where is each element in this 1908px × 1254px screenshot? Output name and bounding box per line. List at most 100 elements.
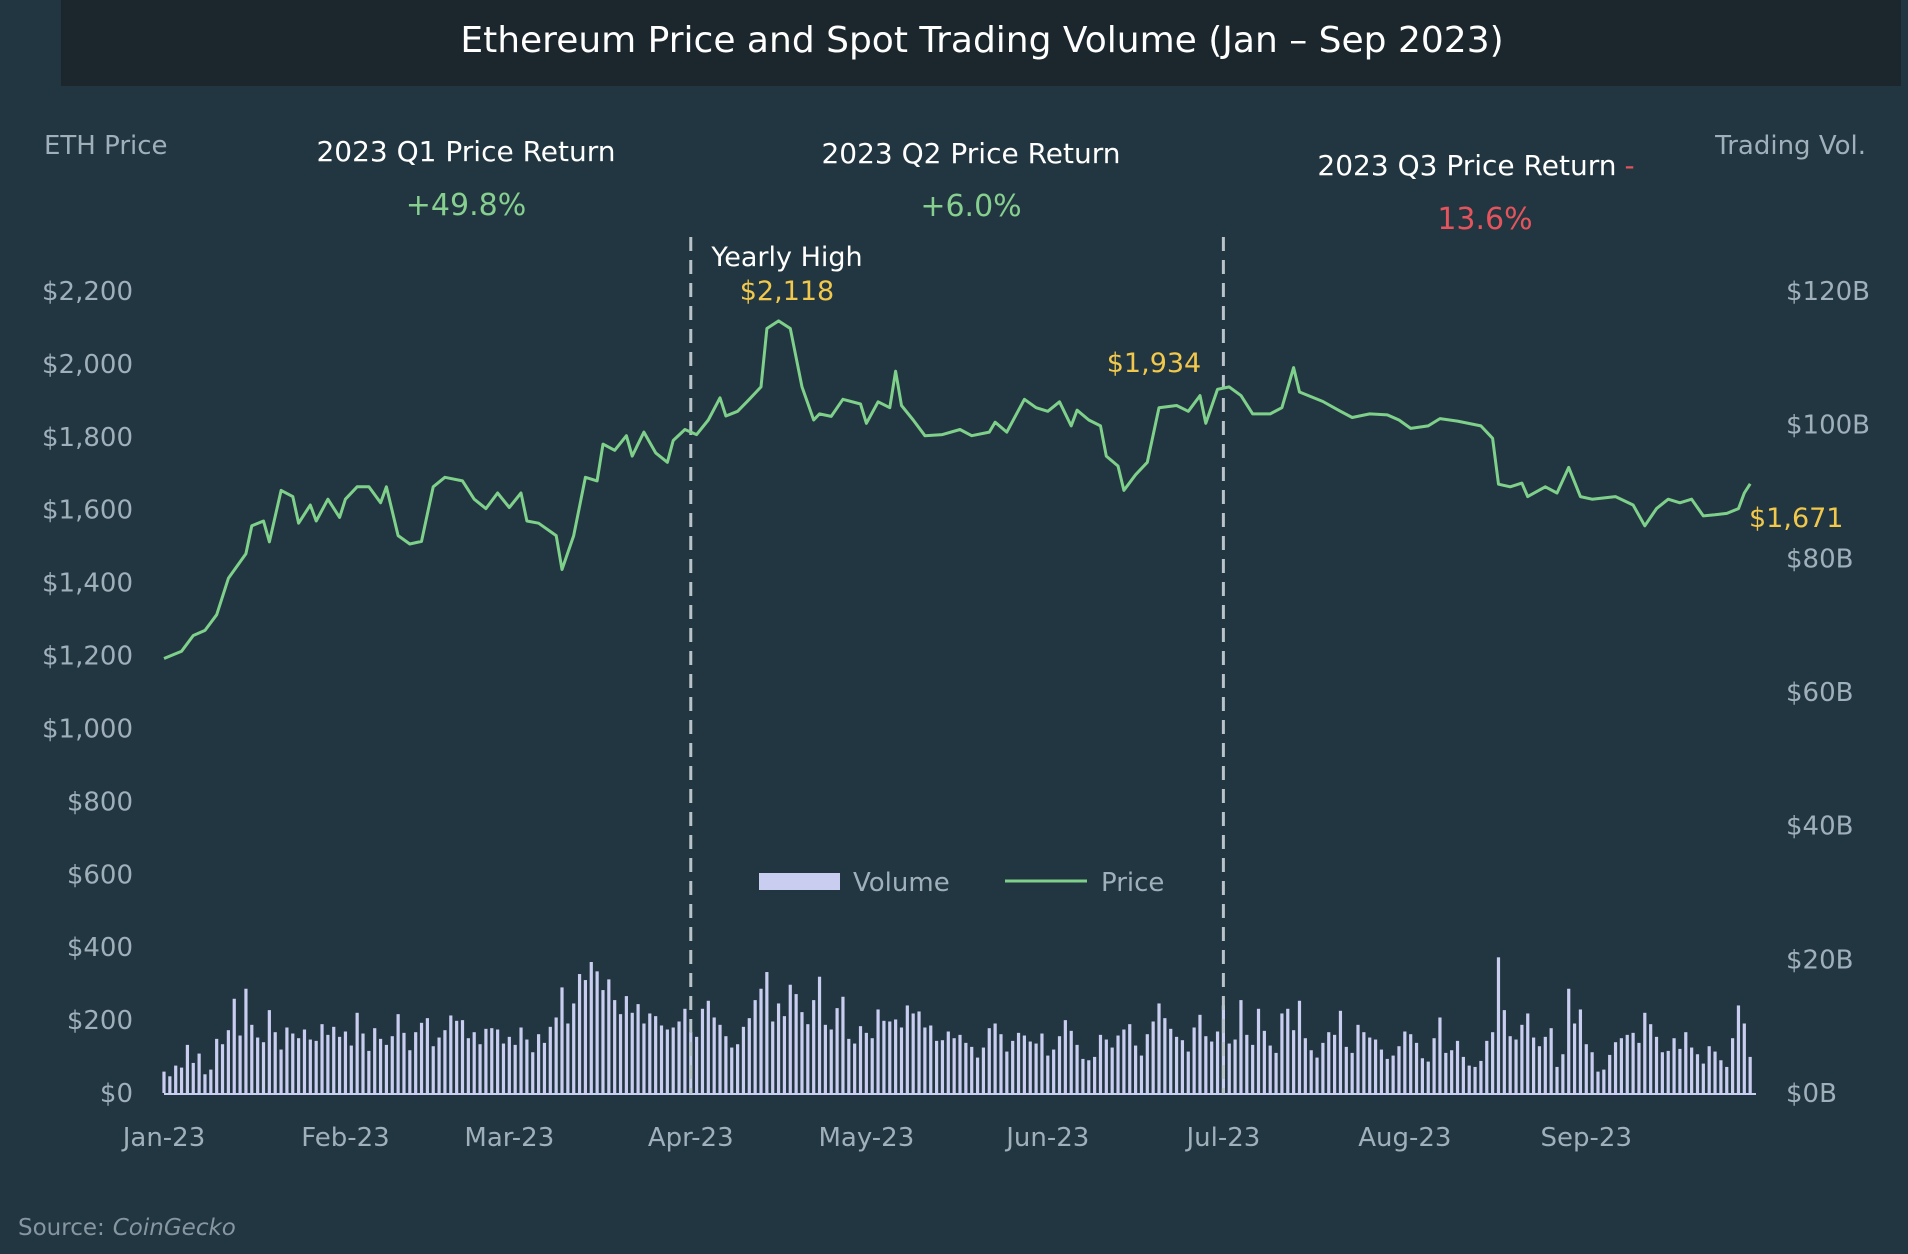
volume-bar [689,1032,693,1093]
volume-bar [1297,1000,1302,1093]
volume-bar [513,1044,517,1093]
volume-bar [730,1047,734,1093]
volume-bar [197,1053,201,1093]
volume-bar [1321,1042,1325,1093]
volume-bar [841,996,845,1093]
volume-bar [853,1043,857,1093]
volume-bar [659,1025,664,1093]
volume-bar [1555,1066,1559,1093]
volume-bar [390,1036,394,1093]
volume-bar [940,1040,945,1093]
volume-bar [1537,1046,1542,1093]
volume-bar [1163,1018,1167,1093]
volume-bar [782,1016,787,1093]
volume-bar [595,971,599,1093]
volume-bar [888,1021,892,1093]
volume-bar [1081,1058,1085,1093]
volume-bar [425,1018,429,1093]
y-left-tick-label: $1,400 [42,569,133,599]
volume-bar [771,1021,775,1093]
volume-bar [1245,1034,1249,1093]
volume-bar [1309,1050,1313,1093]
volume-bar [1543,1036,1547,1093]
volume-bar [1011,1040,1015,1093]
volume-bar [414,1032,418,1093]
legend: Volume Price [759,868,1164,898]
volume-bar [273,1032,277,1093]
volume-bar [572,1003,576,1093]
volume-bar [1590,1052,1594,1093]
volume-bar [624,996,628,1093]
volume-bar [899,1027,904,1093]
volume-bar [1362,1032,1366,1093]
volume-bar [361,1033,365,1093]
y-left-ticks: $0 $200 $400 $600 $800 $1,000 $1,200 $1,400 $1,6… [42,277,133,1109]
volume-bar [437,1037,441,1093]
volume-bar [964,1042,968,1093]
volume-bar [1286,1008,1290,1093]
volume-bar [1719,1060,1723,1093]
volume-bar [232,998,236,1093]
volume-bar [1713,1051,1717,1093]
volume-bar [337,1036,342,1093]
volume-bar [1151,1021,1155,1093]
volume-bar [1350,1052,1354,1093]
source-note: Source: CoinGecko [18,1215,236,1241]
volume-bar [1052,1049,1056,1093]
x-tick-label: Mar-23 [464,1123,554,1153]
volume-bar [894,1019,898,1093]
volume-bar [1104,1039,1108,1093]
volume-bar [747,1018,751,1093]
volume-bar [1192,1027,1196,1093]
volume-bar [1262,1030,1266,1093]
volume-bar [1075,1044,1079,1093]
volume-bar [285,1027,289,1093]
volume-bar [1742,1023,1746,1093]
volume-bar [1414,1042,1419,1093]
volume-bar [179,1067,184,1093]
x-tick-label: Apr-23 [648,1123,734,1153]
volume-bar [1327,1032,1331,1093]
volume-bar [402,1032,406,1093]
volume-bar [665,1029,669,1093]
volume-bar [1356,1024,1360,1093]
volume-bar [191,1062,195,1093]
volume-bar [864,1032,868,1093]
volume-bar [185,1044,190,1093]
volume-bar [367,1050,371,1093]
volume-bar [1005,1051,1009,1093]
volume-bar [882,1020,886,1093]
volume-bar [1344,1046,1348,1093]
volume-bar [958,1034,962,1093]
volume-bar [1602,1069,1606,1093]
volume-bar [1385,1058,1389,1093]
x-ticks: Jan-23 Feb-23 Mar-23 Apr-23 May-23 Jun-23 Jul-… [121,1123,1632,1153]
volume-bar [1063,1020,1067,1093]
volume-bar [472,1032,476,1093]
volume-bar [531,1052,535,1093]
volume-bar [261,1042,266,1093]
volume-bar [384,1044,389,1093]
volume-bar [677,1021,681,1093]
volume-bar [1368,1037,1372,1093]
volume-bar [1637,1042,1641,1093]
volume-bar [1022,1035,1026,1093]
volume-bar [267,1010,271,1093]
q2-return-value: +6.0% [920,189,1021,224]
volume-bar [279,1049,283,1093]
volume-bar [1707,1046,1711,1093]
volume-bar [1157,1003,1161,1093]
y-left-tick-label: $800 [67,787,133,817]
volume-bar [817,976,822,1093]
volume-bar [876,1009,880,1093]
volume-bar [613,1000,617,1093]
y-left-tick-label: $2,000 [42,350,133,380]
volume-bar [1514,1039,1518,1093]
volume-bar [917,1011,921,1093]
volume-bar [326,1034,330,1093]
volume-bar [496,1029,500,1093]
volume-bar [1215,1031,1220,1093]
volume-bar [1725,1066,1729,1093]
volume-bar [1409,1034,1413,1093]
volume-bar [1572,1023,1577,1093]
